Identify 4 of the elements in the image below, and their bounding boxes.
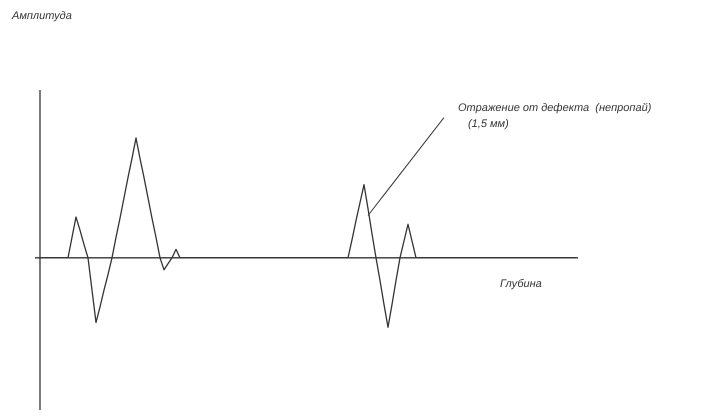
x-axis-title: Глубина: [500, 278, 542, 290]
text: (1,5 мм): [468, 118, 510, 130]
text: Отражение от дефекта (непропай): [458, 102, 652, 114]
text: Амплитуда: [11, 10, 72, 22]
